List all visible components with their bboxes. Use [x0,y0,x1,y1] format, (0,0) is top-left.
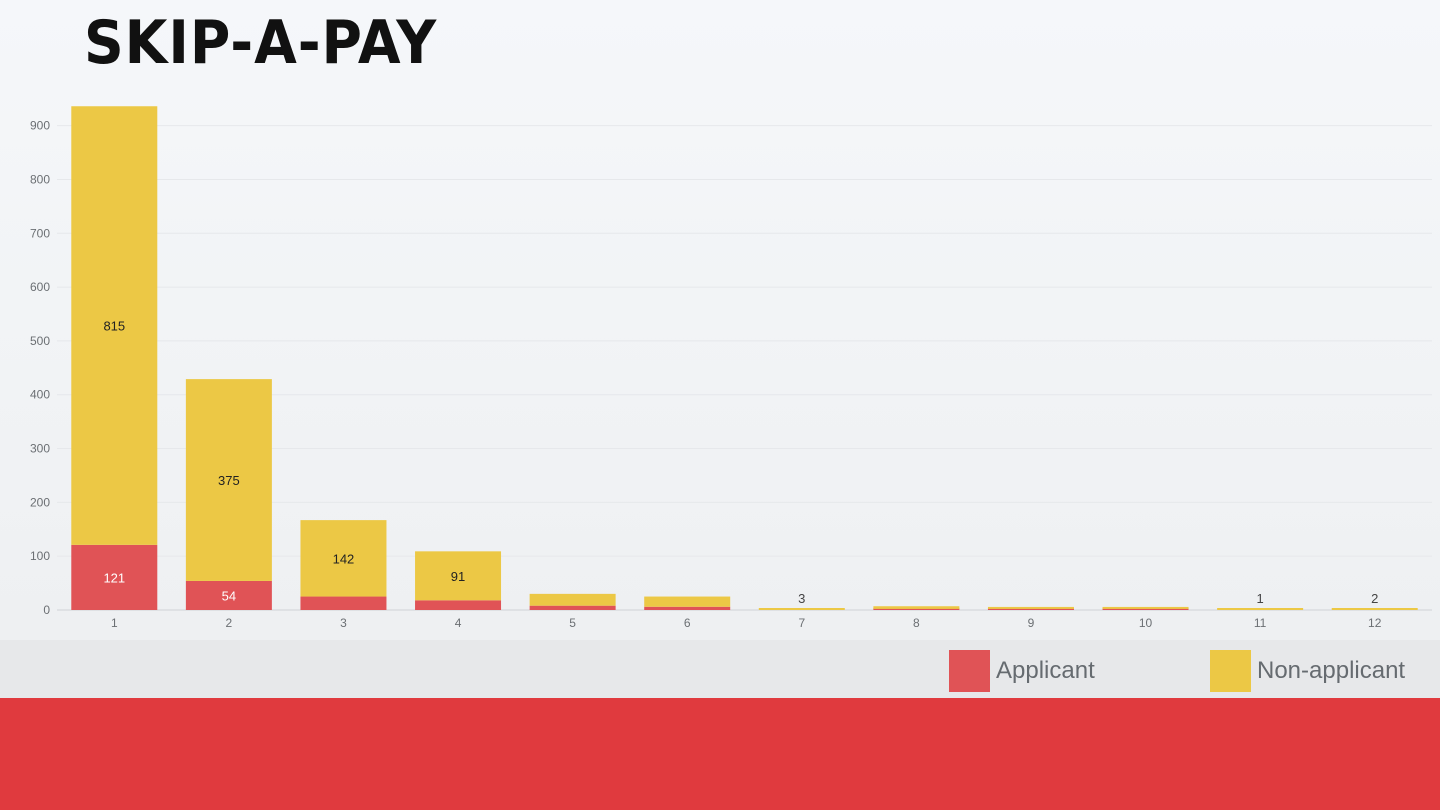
legend-item-applicant: Applicant [949,650,1095,692]
y-tick-label: 400 [30,388,50,402]
y-tick-label: 900 [30,119,50,133]
bar-non-applicant-9 [987,606,1074,609]
x-tick-label: 7 [798,616,805,630]
bar-non-applicant-3 [300,520,387,597]
x-tick-label: 12 [1368,616,1382,630]
x-tick-label: 11 [1254,616,1267,630]
bar-applicant-8 [873,608,960,610]
bar-applicant-2 [185,580,272,610]
y-tick-label: 600 [30,280,50,294]
legend-item-non-applicant: Non-applicant [1210,650,1405,692]
y-tick-label: 500 [30,334,50,348]
y-tick-label: 100 [30,549,50,563]
bar-applicant-10 [1102,608,1189,610]
x-tick-label: 4 [455,616,462,630]
bar-non-applicant-10 [1102,606,1189,609]
bar-applicant-4 [415,600,502,610]
bar-applicant-5 [529,605,616,610]
x-tick-label: 10 [1139,616,1153,630]
bar-non-applicant-1 [71,106,158,545]
data-label-non-applicant-11: 1 [1257,591,1264,606]
x-tick-label: 9 [1028,616,1035,630]
y-tick-label: 300 [30,442,50,456]
data-label-non-applicant-4: 91 [451,569,465,584]
bar-non-applicant-11 [1217,608,1304,610]
data-label-applicant-1: 121 [103,570,125,585]
y-tick-label: 700 [30,226,50,240]
bar-applicant-3 [300,596,387,610]
y-tick-label: 800 [30,172,50,186]
x-tick-label: 2 [226,616,233,630]
legend-swatch-applicant [949,650,990,692]
x-tick-label: 5 [569,616,576,630]
bar-non-applicant-7 [758,608,845,610]
x-tick-label: 1 [111,616,118,630]
bar-non-applicant-2 [185,379,272,581]
bar-applicant-9 [987,608,1074,610]
legend-label-non-applicant: Non-applicant [1257,657,1406,684]
slide-title: SKIP-A-PAY [84,8,438,78]
legend-label-applicant: Applicant [996,657,1095,684]
bar-non-applicant-4 [415,551,502,601]
data-label-non-applicant-3: 142 [333,551,355,566]
bar-applicant-1 [71,544,158,610]
data-label-non-applicant-7: 3 [798,591,805,606]
bar-applicant-6 [644,606,731,610]
stacked-bar-chart: 0100200300400500600700800900121815154375… [30,106,1432,630]
y-tick-label: 200 [30,495,50,509]
x-tick-label: 3 [340,616,347,630]
data-label-non-applicant-2: 375 [218,473,240,488]
y-tick-label: 0 [43,603,50,617]
bar-non-applicant-5 [529,593,616,606]
bar-non-applicant-8 [873,606,960,609]
legend: Applicant Non-applicant [0,640,1440,698]
data-label-non-applicant-1: 815 [103,319,125,334]
x-tick-label: 6 [684,616,691,630]
bar-non-applicant-12 [1331,608,1418,610]
x-tick-label: 8 [913,616,920,630]
bar-non-applicant-6 [644,596,731,607]
data-label-applicant-2: 54 [222,588,236,603]
legend-swatch-non-applicant [1210,650,1251,692]
data-label-non-applicant-12: 2 [1371,591,1378,606]
footer-band [0,698,1440,810]
